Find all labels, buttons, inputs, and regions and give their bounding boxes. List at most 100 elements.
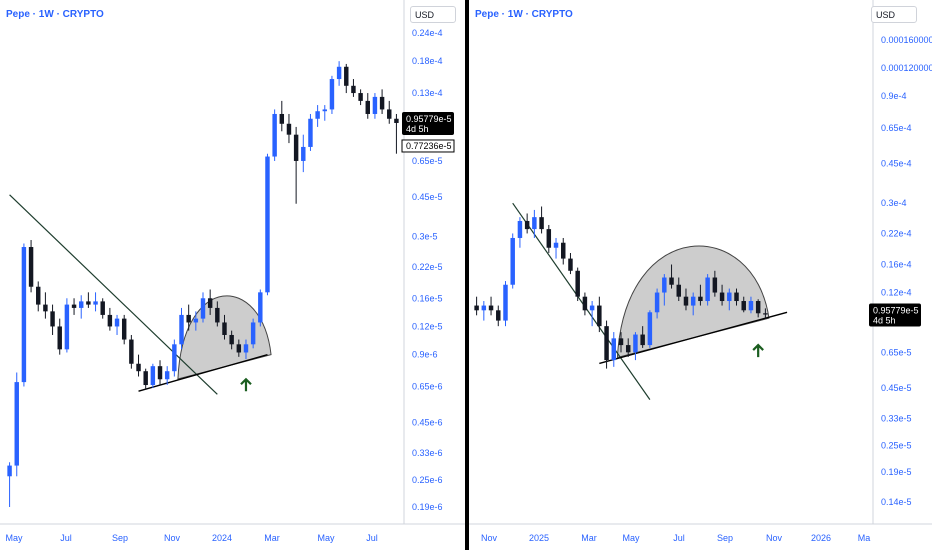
x-tick-label: May (317, 533, 335, 543)
last-price-tag (869, 303, 921, 327)
candle (7, 462, 12, 507)
y-tick-label: 0.18e-4 (412, 56, 443, 66)
candle-body (200, 298, 206, 319)
candle-body (279, 113, 285, 124)
x-tick-label: Jul (60, 533, 72, 543)
y-tick-label: 0.24e-4 (412, 28, 443, 38)
candle-body (100, 301, 105, 315)
candle-body (50, 311, 55, 327)
y-tick-label: 0.65e-6 (412, 382, 443, 392)
candle (229, 330, 234, 350)
candle (222, 314, 227, 340)
left-chart-canvas[interactable]: 0.24e-40.18e-40.13e-40.9e-50.65e-50.45e-… (0, 0, 465, 550)
left-chart-panel[interactable]: 0.24e-40.18e-40.13e-40.9e-50.65e-50.45e-… (0, 0, 465, 550)
candle (553, 237, 559, 259)
candle-body (539, 217, 544, 230)
candle (64, 298, 70, 353)
candle-body (662, 277, 667, 293)
x-tick-label: May (622, 533, 640, 543)
candle (200, 292, 206, 323)
candle-body (207, 298, 213, 308)
candle (524, 213, 530, 234)
candle (496, 305, 501, 327)
candle (647, 310, 653, 348)
candle-body (186, 314, 191, 323)
candle-body (575, 270, 580, 297)
candle (640, 326, 645, 348)
y-tick-label: 0.22e-4 (881, 228, 912, 238)
candle (215, 301, 220, 327)
candle-body (532, 217, 537, 230)
candle-body (193, 318, 199, 323)
candle-body (727, 292, 732, 302)
x-tick-label: Nov (766, 533, 783, 543)
candle (28, 240, 34, 293)
candle-body (71, 304, 77, 308)
candle (43, 292, 48, 319)
y-tick-label: 0.45e-4 (881, 159, 912, 169)
candle (78, 295, 84, 319)
candle (21, 243, 27, 387)
candle-body (243, 344, 249, 353)
candle (143, 368, 148, 390)
candle-body (150, 366, 156, 386)
x-tick-label: 2026 (811, 533, 831, 543)
candle-body (372, 96, 378, 114)
candle-body (654, 292, 660, 313)
candle-body (250, 322, 256, 345)
candle-body (308, 118, 313, 147)
last-price-label: 0.95779e-5 (406, 114, 452, 124)
candle (755, 299, 761, 318)
candle (510, 233, 515, 289)
left-chart-title: Pepe · 1W · CRYPTO (6, 9, 104, 20)
candle-body (387, 109, 392, 119)
up-arrow-icon (752, 343, 764, 358)
candle (157, 360, 163, 386)
y-tick-label: 0.3e-4 (881, 198, 907, 208)
candle (727, 288, 732, 311)
candle-body (351, 85, 356, 94)
descending-trendline[interactable] (9, 194, 218, 395)
candle-body (741, 301, 746, 311)
y-tick-label: 0.12e-4 (881, 288, 912, 298)
candle-body (229, 334, 234, 345)
x-tick-label: May (5, 533, 23, 543)
y-tick-label: 0.45e-6 (412, 418, 443, 428)
candle (150, 363, 156, 389)
y-tick-label: 0.12e-5 (412, 321, 443, 331)
candle (164, 366, 170, 386)
candle (107, 307, 113, 331)
candle-body (86, 301, 91, 305)
support-trendline[interactable] (138, 353, 268, 392)
secondary-price-tag (401, 139, 455, 153)
candle (654, 288, 660, 319)
candle-body (14, 382, 19, 466)
candle-body (215, 307, 220, 323)
y-tick-label: 0.45e-5 (881, 383, 912, 393)
candle-body (129, 339, 134, 364)
left-currency-selector[interactable]: USD (410, 6, 456, 23)
candle (532, 209, 537, 238)
right-currency-selector[interactable]: USD (871, 6, 917, 23)
candle (186, 304, 191, 331)
candle (14, 372, 19, 477)
candle-body (36, 286, 41, 305)
candle-body (28, 247, 34, 287)
candle-body (64, 304, 70, 350)
candle-body (365, 100, 370, 114)
candle (568, 253, 573, 275)
candle-body (496, 310, 501, 321)
support-trendline[interactable] (599, 311, 788, 365)
candle (129, 334, 134, 369)
y-tick-label: 0.33e-5 (881, 413, 912, 423)
candle (539, 206, 544, 234)
candle (301, 134, 306, 173)
candle (394, 113, 399, 154)
candle (734, 288, 739, 306)
descending-trendline[interactable] (512, 202, 651, 400)
candle (293, 126, 299, 204)
candle-body (633, 334, 638, 353)
x-tick-label: Sep (112, 533, 128, 543)
